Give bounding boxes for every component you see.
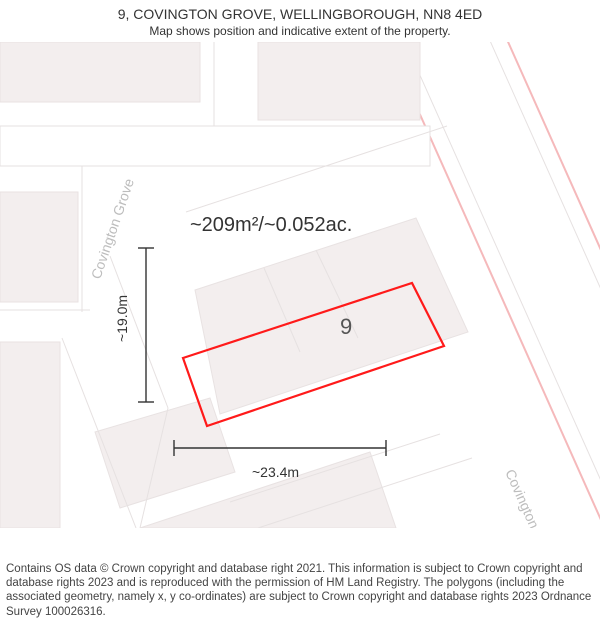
page-subtitle: Map shows position and indicative extent… bbox=[0, 22, 600, 38]
page-title: 9, COVINGTON GROVE, WELLINGBOROUGH, NN8 … bbox=[0, 0, 600, 22]
area-measurement-label: ~209m²/~0.052ac. bbox=[190, 214, 352, 237]
height-measurement-label: ~19.0m bbox=[114, 295, 130, 342]
property-map-svg: 9Covington GroveCovington Grove bbox=[0, 42, 600, 528]
plot-number-label: 9 bbox=[340, 314, 352, 339]
map-container: 9Covington GroveCovington Grove ~209m²/~… bbox=[0, 42, 600, 528]
width-measurement-label: ~23.4m bbox=[252, 464, 299, 480]
copyright-footer: Contains OS data © Crown copyright and d… bbox=[6, 562, 594, 620]
